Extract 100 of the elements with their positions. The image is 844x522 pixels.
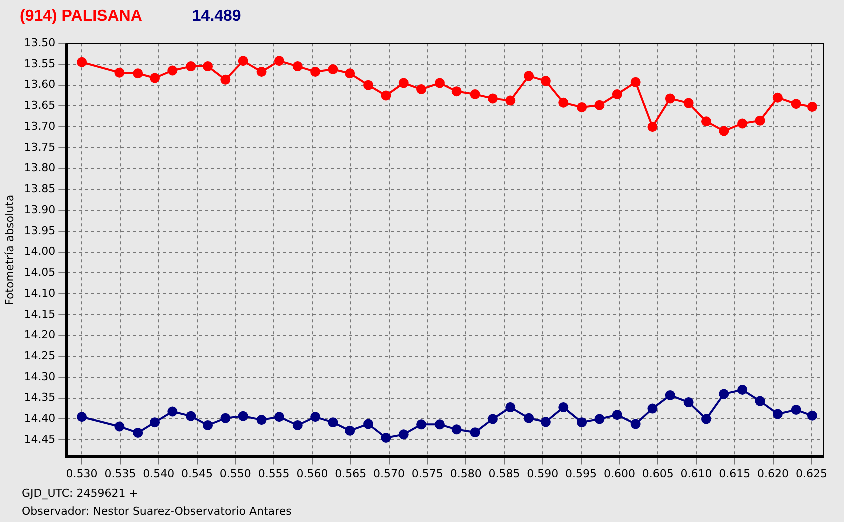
point: [310, 66, 321, 77]
point: [524, 71, 534, 82]
point: [220, 413, 231, 424]
y-tick-label: 14.15: [24, 308, 56, 321]
point: [648, 122, 658, 132]
point: [364, 80, 374, 90]
point: [292, 420, 303, 430]
text: GJD_UTC: 2459621 +: [22, 487, 138, 500]
point: [452, 424, 462, 435]
point: [274, 412, 284, 422]
point: [77, 412, 88, 422]
x-tick-label: 0.565: [335, 467, 367, 480]
point: [665, 390, 676, 400]
point: [381, 90, 392, 101]
point: [114, 68, 125, 78]
x-tick-label: 0.595: [566, 467, 598, 480]
y-tick-label: 14.30: [24, 370, 56, 384]
x-tick-label: 0.570: [374, 467, 406, 480]
y-tick-label: 14.20: [24, 328, 56, 342]
point: [719, 126, 730, 136]
point: [168, 406, 178, 417]
y-tick-label: 14.45: [24, 432, 56, 446]
x-tick-label: 0.580: [450, 467, 482, 480]
y-tick-label: 14.40: [24, 412, 56, 426]
point: [701, 414, 712, 424]
point: [186, 411, 196, 422]
point: [416, 84, 427, 95]
point: [772, 92, 783, 103]
x-tick-label: 0.535: [104, 467, 136, 480]
point: [133, 68, 144, 79]
point: [558, 402, 569, 413]
point: [398, 430, 409, 440]
y-tick-label: 13.95: [24, 224, 56, 238]
point: [738, 118, 748, 129]
y-tick-label: 13.50: [24, 36, 56, 50]
point: [328, 418, 338, 428]
point: [114, 422, 125, 432]
point: [701, 116, 712, 127]
point: [364, 419, 374, 430]
y-tick-label: 14.35: [24, 391, 56, 404]
y-tick-label: 13.80: [24, 162, 56, 175]
y-tick-label: 13.70: [24, 120, 56, 133]
point: [524, 413, 534, 424]
point: [648, 404, 658, 414]
point: [186, 62, 196, 72]
point: [292, 62, 303, 72]
point: [755, 396, 766, 406]
point: [506, 96, 516, 106]
x-tick-label: 0.590: [527, 467, 559, 480]
point: [416, 420, 427, 430]
point: [772, 409, 783, 420]
y-axis-title: Fotometría absoluta: [3, 194, 16, 306]
point: [398, 78, 409, 88]
point: [540, 417, 551, 428]
point: [577, 418, 588, 428]
x-tick-label: 0.620: [758, 467, 790, 480]
point: [150, 418, 160, 428]
point: [168, 66, 178, 76]
x-tick-label: 0.575: [412, 467, 444, 480]
y-tick-label: 14.25: [24, 349, 56, 362]
point: [150, 73, 160, 84]
y-tick-label: 14.00: [24, 245, 56, 258]
text: Observador: Nestor Suarez-Observatorio Antares: [22, 505, 292, 518]
point: [203, 420, 214, 430]
y-tick-label: 13.55: [24, 57, 56, 70]
point: [506, 402, 516, 413]
point: [807, 102, 818, 112]
point: [452, 86, 462, 97]
point: [238, 411, 248, 422]
y-tick-label: 13.85: [24, 182, 56, 196]
point: [345, 68, 356, 79]
y-tick-label: 13.75: [24, 140, 56, 154]
chart-subtitle: 14.489: [192, 8, 242, 25]
point: [684, 98, 694, 108]
point: [470, 90, 480, 100]
x-tick-label: 0.610: [680, 467, 712, 480]
point: [791, 99, 802, 110]
x-tick-label: 0.545: [182, 467, 214, 480]
point: [434, 420, 445, 430]
x-tick-label: 0.550: [220, 467, 252, 480]
point: [738, 385, 748, 396]
y-tick-label: 14.05: [24, 266, 56, 280]
point: [719, 389, 730, 400]
point: [665, 94, 676, 104]
point: [328, 64, 338, 74]
x-tick-label: 0.555: [258, 467, 290, 480]
point: [345, 426, 356, 436]
point: [558, 98, 569, 108]
point: [77, 57, 88, 68]
point: [807, 410, 818, 421]
chart-title: (914) PALISANA: [20, 8, 142, 25]
x-tick-label: 0.600: [604, 467, 636, 480]
point: [256, 415, 267, 426]
x-tick-label: 0.625: [796, 467, 828, 480]
x-tick-label: 0.560: [296, 467, 328, 480]
point: [434, 78, 445, 88]
point: [203, 62, 214, 72]
y-tick-label: 13.60: [24, 78, 56, 92]
point: [630, 419, 641, 430]
point: [755, 116, 766, 126]
